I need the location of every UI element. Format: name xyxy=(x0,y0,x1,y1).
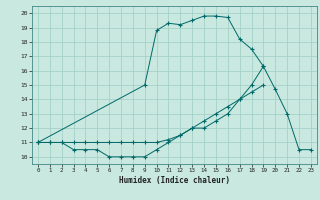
X-axis label: Humidex (Indice chaleur): Humidex (Indice chaleur) xyxy=(119,176,230,185)
